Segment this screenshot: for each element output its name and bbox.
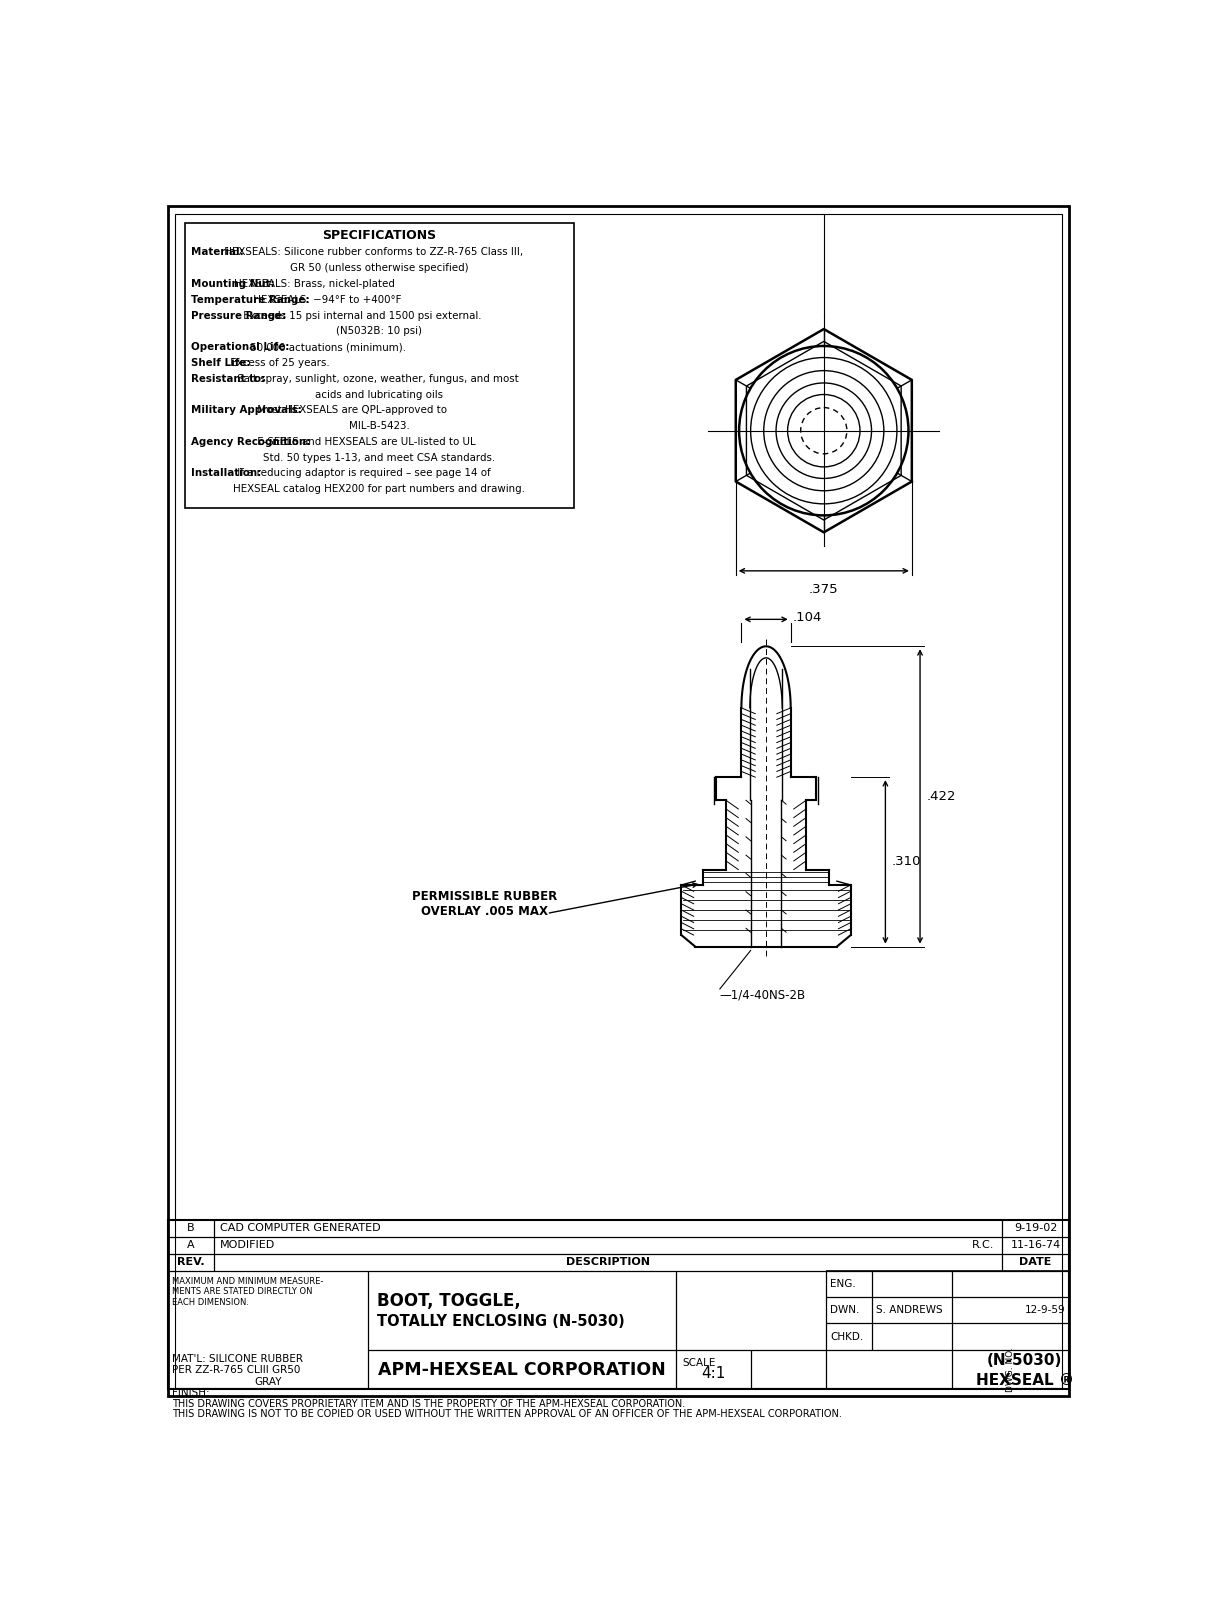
Text: .104: .104 [793, 611, 822, 624]
Text: Pressure Range:: Pressure Range: [191, 310, 286, 320]
Text: HEXSEALS: Brass, nickel-plated: HEXSEALS: Brass, nickel-plated [234, 278, 395, 290]
Bar [168, 1219, 1069, 1389]
Text: CHKD.: CHKD. [830, 1331, 863, 1342]
Text: MAXIMUM AND MINIMUM MEASURE-
MENTS ARE STATED DIRECTLY ON
EACH DIMENSION.: MAXIMUM AND MINIMUM MEASURE- MENTS ARE S… [171, 1277, 323, 1307]
Text: acids and lubricating oils: acids and lubricating oils [315, 389, 443, 400]
Text: Most HEXSEALS are QPL-approved to: Most HEXSEALS are QPL-approved to [253, 405, 447, 416]
Text: HEXSEAL catalog HEX200 for part numbers and drawing.: HEXSEAL catalog HEX200 for part numbers … [233, 485, 525, 494]
Text: Installation:: Installation: [191, 469, 261, 478]
Text: SPECIFICATIONS: SPECIFICATIONS [322, 229, 436, 242]
Text: HEXSEALS: Silicone rubber conforms to ZZ-R-765 Class III,: HEXSEALS: Silicone rubber conforms to ZZ… [221, 248, 523, 258]
Text: DWG. NO.: DWG. NO. [1007, 1347, 1015, 1392]
Text: REV.: REV. [177, 1258, 205, 1267]
Text: CAD COMPUTER GENERATED: CAD COMPUTER GENERATED [220, 1224, 380, 1234]
Text: B: B [187, 1224, 194, 1234]
Text: HEXSEALS: −94°F to +400°F: HEXSEALS: −94°F to +400°F [250, 294, 402, 304]
Text: THIS DRAWING IS NOT TO BE COPIED OR USED WITHOUT THE WRITTEN APPROVAL OF AN OFFI: THIS DRAWING IS NOT TO BE COPIED OR USED… [171, 1410, 841, 1419]
Text: BOOT, TOGGLE,: BOOT, TOGGLE, [378, 1293, 521, 1310]
Text: Std. 50 types 1-13, and meet CSA standards.: Std. 50 types 1-13, and meet CSA standar… [263, 453, 495, 462]
Text: Exceeds 15 psi internal and 1500 psi external.: Exceeds 15 psi internal and 1500 psi ext… [240, 310, 482, 320]
Text: Resistant to:: Resistant to: [191, 374, 266, 384]
Text: DWN.: DWN. [830, 1306, 859, 1315]
Text: —1/4-40NS-2B: —1/4-40NS-2B [719, 989, 806, 1002]
Text: 50,000 actuations (minimum).: 50,000 actuations (minimum). [247, 342, 406, 352]
Text: Mounting Nut:: Mounting Nut: [191, 278, 274, 290]
Text: E-SEELS and HEXSEALS are UL-listed to UL: E-SEELS and HEXSEALS are UL-listed to UL [253, 437, 476, 446]
Text: A: A [187, 1240, 194, 1250]
Text: MODIFIED: MODIFIED [220, 1240, 275, 1250]
Text: Temperature Range:: Temperature Range: [191, 294, 309, 304]
Text: 11-16-74: 11-16-74 [1010, 1240, 1061, 1250]
Text: GRAY: GRAY [255, 1376, 281, 1387]
Text: .422: .422 [926, 790, 956, 803]
Text: Agency Recognition:: Agency Recognition: [191, 437, 310, 446]
Text: DATE: DATE [1020, 1258, 1051, 1267]
Text: GR 50 (unless otherwise specified): GR 50 (unless otherwise specified) [290, 264, 468, 274]
Text: ENG.: ENG. [830, 1278, 856, 1290]
Text: FINISH:: FINISH: [171, 1389, 209, 1398]
Text: MIL-B-5423.: MIL-B-5423. [349, 421, 409, 430]
Text: 4:1: 4:1 [701, 1366, 725, 1381]
Text: HEXSEAL ®: HEXSEAL ® [975, 1373, 1074, 1387]
Text: If a reducing adaptor is required – see page 14 of: If a reducing adaptor is required – see … [234, 469, 490, 478]
Text: S. ANDREWS: S. ANDREWS [876, 1306, 943, 1315]
Text: (N5032B: 10 psi): (N5032B: 10 psi) [336, 326, 422, 336]
Text: Shelf Life:: Shelf Life: [191, 358, 250, 368]
Text: R.C.: R.C. [972, 1240, 993, 1250]
Text: MAT'L: SILICONE RUBBER
PER ZZ-R-765 CLIII GR50: MAT'L: SILICONE RUBBER PER ZZ-R-765 CLII… [171, 1354, 303, 1376]
Text: SCALE: SCALE [682, 1357, 716, 1368]
Text: THIS DRAWING COVERS PROPRIETARY ITEM AND IS THE PROPERTY OF THE APM-HEXSEAL CORP: THIS DRAWING COVERS PROPRIETARY ITEM AND… [171, 1398, 684, 1408]
Text: TOTALLY ENCLOSING (N-5030): TOTALLY ENCLOSING (N-5030) [378, 1314, 625, 1328]
Text: Material:: Material: [191, 248, 244, 258]
Bar [185, 222, 573, 507]
Text: (N-5030): (N-5030) [987, 1354, 1062, 1368]
Text: Military Approvals:: Military Approvals: [191, 405, 302, 416]
Text: DESCRIPTION: DESCRIPTION [566, 1258, 649, 1267]
Text: 12-9-59: 12-9-59 [1025, 1306, 1066, 1315]
Text: .310: .310 [892, 856, 921, 869]
Text: 9-19-02: 9-19-02 [1014, 1224, 1057, 1234]
Text: Excess of 25 years.: Excess of 25 years. [227, 358, 330, 368]
Text: Salt spray, sunlight, ozone, weather, fungus, and most: Salt spray, sunlight, ozone, weather, fu… [234, 374, 519, 384]
Text: .375: .375 [809, 582, 839, 597]
Text: PERMISSIBLE RUBBER
OVERLAY .005 MAX: PERMISSIBLE RUBBER OVERLAY .005 MAX [413, 890, 558, 918]
Text: Operational Life:: Operational Life: [191, 342, 290, 352]
Text: APM-HEXSEAL CORPORATION: APM-HEXSEAL CORPORATION [378, 1360, 666, 1379]
